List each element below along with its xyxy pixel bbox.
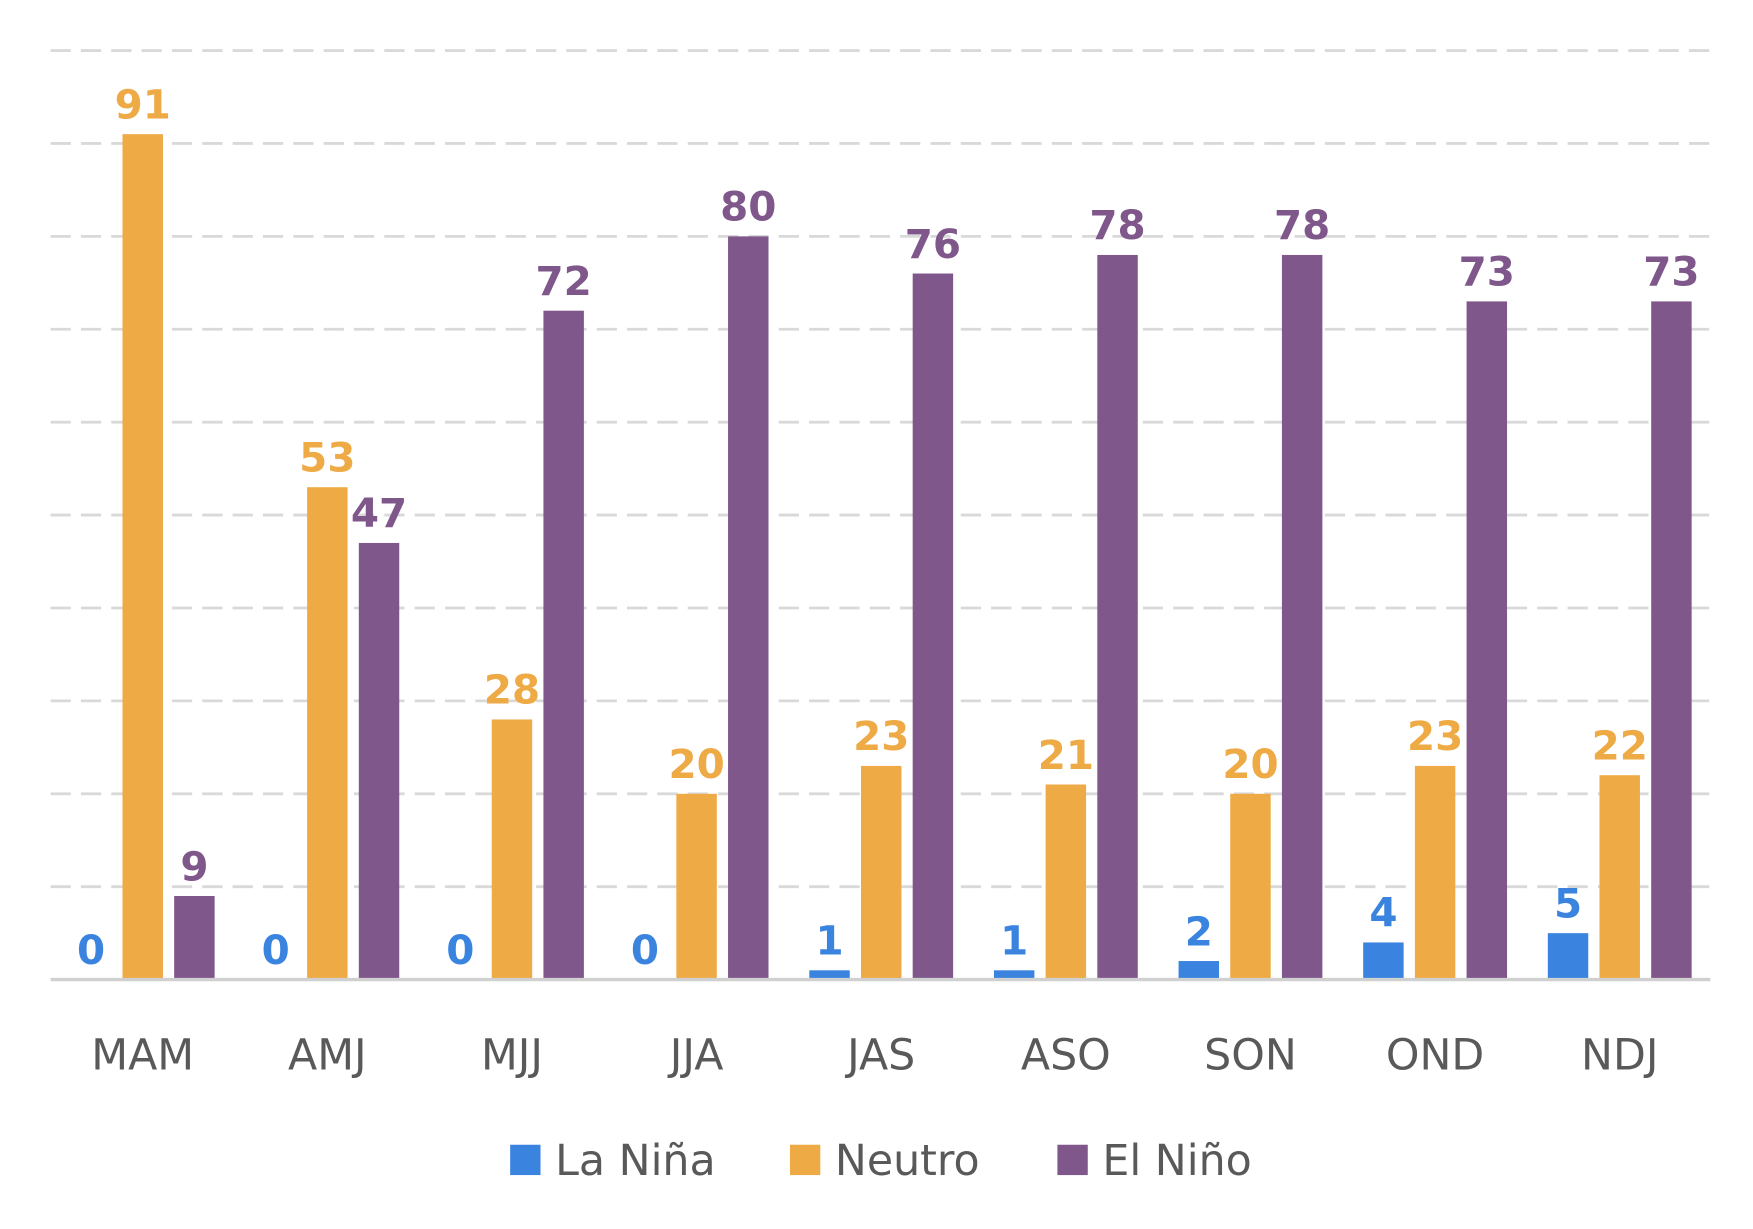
data-label: 73	[1459, 248, 1515, 296]
legend-item: Neutro	[789, 1136, 980, 1186]
bar-neutro-son	[1230, 793, 1271, 980]
bar-la-niña-son	[1178, 961, 1220, 980]
bar-el-niño-son	[1281, 254, 1323, 980]
x-tick-amj: AMJ	[288, 1030, 367, 1080]
bar-neutro-mjj	[491, 719, 533, 980]
bar-el-niño-amj	[358, 542, 400, 980]
data-label: 91	[115, 80, 171, 128]
data-label: 72	[536, 257, 592, 305]
data-label: 78	[1274, 201, 1330, 249]
bar-el-niño-ndj	[1651, 301, 1692, 980]
bar-el-niño-aso	[1097, 254, 1138, 980]
x-tick-jja: JJA	[667, 1030, 724, 1080]
legend-label: La Niña	[555, 1136, 716, 1186]
bar-la-niña-jas	[809, 970, 850, 980]
legend-swatch	[789, 1144, 821, 1176]
data-labels: 0 91 9 0 53 47 0 28 72 0 20 80 1 23 76 1 21 78 2 20 78 4 23 73 5…	[77, 80, 1700, 973]
legend-label: El Niño	[1102, 1136, 1251, 1186]
bar-el-niño-jja	[728, 236, 769, 980]
x-tick-ndj: NDJ	[1581, 1030, 1658, 1080]
x-tick-jas: JAS	[844, 1030, 915, 1080]
bar-la-niña-ndj	[1547, 933, 1589, 980]
data-label: 22	[1592, 721, 1648, 769]
data-label: 20	[668, 740, 724, 788]
legend: La Niña Neutro El Niño	[510, 1136, 1252, 1186]
bar-neutro-mam	[122, 134, 163, 980]
legend-swatch	[1057, 1144, 1088, 1176]
data-label: 53	[299, 433, 355, 481]
data-label: 0	[77, 926, 105, 974]
bar-el-niño-jas	[912, 273, 954, 980]
data-label: 28	[484, 666, 540, 714]
bar-la-niña-aso	[993, 970, 1035, 980]
bar-neutro-aso	[1045, 784, 1087, 980]
x-tick-aso: ASO	[1021, 1030, 1111, 1080]
data-label: 2	[1185, 907, 1213, 955]
legend-swatch	[510, 1144, 541, 1176]
bars	[122, 134, 1692, 980]
data-label: 80	[720, 183, 776, 231]
legend-label: Neutro	[835, 1136, 980, 1186]
data-label: 5	[1554, 879, 1582, 927]
data-label: 73	[1643, 248, 1699, 296]
data-label: 9	[180, 842, 208, 890]
data-label: 1	[1000, 917, 1028, 965]
data-label: 78	[1089, 201, 1145, 249]
x-tick-labels: MAM AMJ MJJ JJA JAS ASO SON OND NDJ	[91, 1030, 1658, 1080]
data-label: 20	[1222, 740, 1278, 788]
data-label: 4	[1369, 889, 1397, 937]
data-label: 76	[905, 220, 961, 268]
data-label: 47	[351, 489, 407, 537]
data-label: 1	[815, 917, 843, 965]
x-tick-ond: OND	[1386, 1030, 1484, 1080]
data-label: 23	[853, 712, 909, 760]
legend-item: La Niña	[510, 1136, 716, 1186]
bar-neutro-amj	[307, 487, 348, 980]
data-label: 0	[631, 926, 659, 974]
bar-el-niño-mjj	[543, 310, 584, 980]
bar-neutro-jas	[860, 765, 902, 980]
bar-neutro-ond	[1414, 765, 1456, 980]
data-label: 0	[446, 926, 474, 974]
bar-la-niña-ond	[1363, 942, 1404, 980]
bar-el-niño-ond	[1466, 301, 1508, 980]
legend-item: El Niño	[1057, 1136, 1252, 1186]
bar-neutro-ndj	[1599, 775, 1640, 980]
bar-el-niño-mam	[174, 895, 215, 980]
bar-neutro-jja	[676, 793, 717, 980]
data-label: 23	[1407, 712, 1463, 760]
data-label: 21	[1038, 731, 1094, 779]
x-tick-son: SON	[1204, 1030, 1297, 1080]
data-label: 0	[262, 926, 290, 974]
x-tick-mam: MAM	[91, 1030, 194, 1080]
x-tick-mjj: MJJ	[481, 1030, 543, 1080]
